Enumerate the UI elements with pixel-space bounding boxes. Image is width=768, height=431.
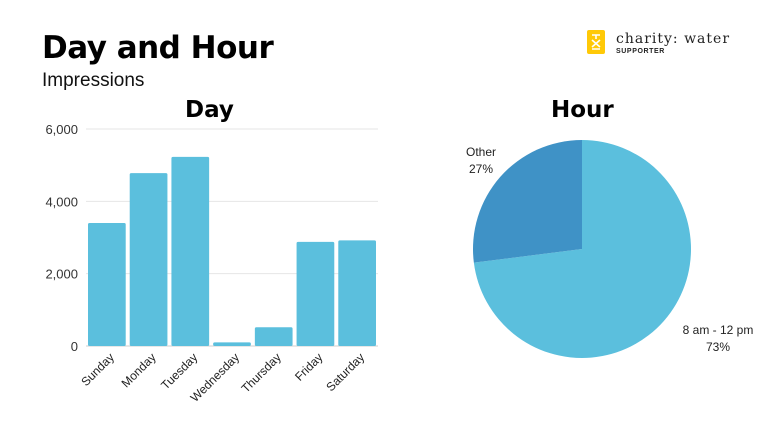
y-tick-label: 2,000 xyxy=(45,267,78,282)
brand-name: charity: water xyxy=(616,31,731,47)
pie-slice-name: 8 am - 12 pm xyxy=(682,323,754,337)
bar-wednesday xyxy=(213,342,251,346)
pie-label-other: Other 27% xyxy=(455,144,507,178)
pie-slice-8-am-12-pm xyxy=(473,140,692,358)
y-tick-label: 6,000 xyxy=(45,122,78,137)
pie-slice-name: Other xyxy=(465,145,496,159)
pie-label-8am-12pm: 8 am - 12 pm 73% xyxy=(673,322,763,356)
y-tick-label: 4,000 xyxy=(45,194,78,209)
bar-monday xyxy=(129,173,168,346)
bar-friday xyxy=(296,241,335,346)
pie-slice-other xyxy=(473,139,582,263)
hour-chart-title: Hour xyxy=(551,97,614,123)
y-tick-label: 0 xyxy=(71,339,78,354)
bar-saturday xyxy=(338,240,376,346)
page-title: Day and Hour xyxy=(42,30,274,66)
bar-sunday xyxy=(88,223,126,346)
bar-tuesday xyxy=(171,156,210,346)
day-chart-title: Day xyxy=(185,97,234,123)
pie-slice-percent: 73% xyxy=(705,340,731,354)
jerry-can-icon xyxy=(587,30,605,54)
pie-slice-percent: 27% xyxy=(468,162,494,176)
bar-thursday xyxy=(254,327,293,346)
page-subtitle: Impressions xyxy=(42,70,145,91)
brand-tagline: SUPPORTER xyxy=(616,48,665,55)
